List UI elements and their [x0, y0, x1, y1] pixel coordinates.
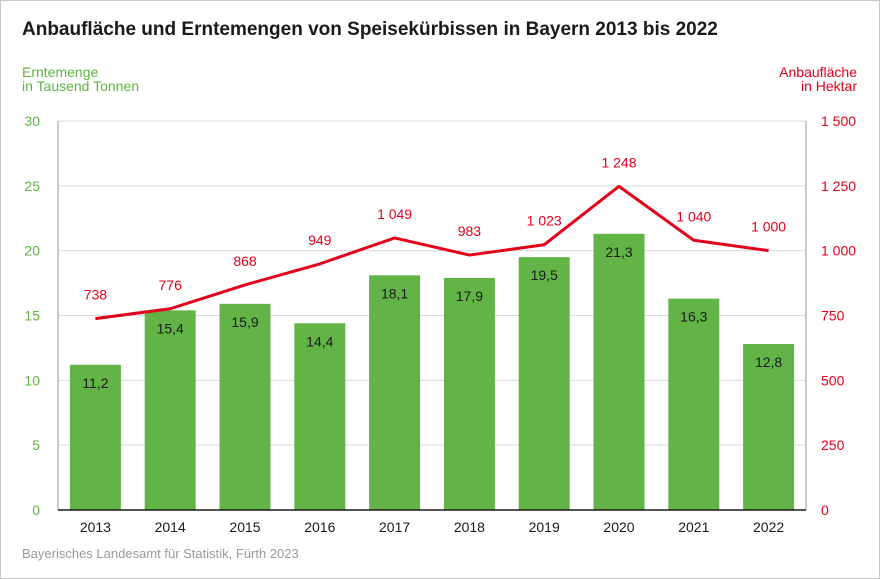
bar-value-label: 19,5	[531, 267, 558, 283]
x-tick-label: 2015	[229, 519, 260, 535]
x-tick-label: 2021	[678, 519, 709, 535]
left-axis-label: Erntemenge in Tausend Tonnen	[22, 65, 139, 93]
left-tick-label: 5	[32, 437, 40, 453]
left-tick-label: 20	[24, 243, 40, 259]
right-tick-label: 500	[821, 372, 845, 388]
source-note: Bayerisches Landesamt für Statistik, Für…	[22, 546, 299, 561]
left-tick-label: 15	[24, 308, 40, 324]
bar-value-label: 11,2	[82, 375, 108, 391]
area-series-line	[95, 184, 769, 321]
right-tick-label: 1 250	[821, 178, 856, 194]
x-tick-label: 2017	[379, 519, 410, 535]
bar	[294, 323, 346, 510]
bar-value-label: 15,4	[157, 320, 184, 336]
bar	[593, 233, 645, 510]
bar	[369, 275, 421, 510]
right-tick-label: 0	[821, 502, 829, 518]
bar-value-label: 17,9	[456, 288, 483, 304]
bar	[518, 257, 570, 510]
x-tick-label: 2018	[454, 519, 485, 535]
line-value-label: 1 049	[377, 206, 412, 222]
line-value-label: 1 040	[676, 208, 711, 224]
bar-value-label: 15,9	[231, 314, 258, 330]
left-tick-label: 10	[24, 372, 40, 388]
x-tick-label: 2014	[155, 519, 186, 535]
bar-value-label: 16,3	[680, 309, 707, 325]
bar	[743, 344, 795, 510]
bar-value-label: 18,1	[381, 285, 408, 301]
line-value-label: 983	[458, 223, 482, 239]
line-value-label: 738	[84, 287, 108, 303]
bar	[219, 303, 271, 510]
x-tick-label: 2020	[603, 519, 634, 535]
line-value-label: 868	[233, 253, 257, 269]
x-tick-label: 2019	[529, 519, 560, 535]
chart-title: Anbaufläche und Erntemengen von Speisekü…	[22, 19, 718, 40]
right-tick-label: 750	[821, 308, 845, 324]
line-value-label: 1 000	[751, 219, 786, 235]
bar-value-label: 14,4	[306, 333, 333, 349]
right-axis-label: Anbaufläche in Hektar	[779, 65, 857, 93]
line-value-label: 1 248	[601, 154, 636, 170]
bar	[69, 364, 121, 510]
bar-value-label: 12,8	[755, 354, 782, 370]
left-axis-label-line2: in Tausend Tonnen	[22, 78, 140, 94]
right-axis-label-line1: Anbaufläche	[779, 64, 857, 80]
bar	[443, 277, 495, 510]
right-tick-label: 250	[821, 437, 845, 453]
x-tick-label: 2022	[753, 519, 784, 535]
left-tick-label: 30	[24, 113, 40, 129]
right-axis-label-line2: in Hektar	[800, 78, 857, 94]
bar-value-label: 21,3	[605, 244, 632, 260]
x-tick-label: 2016	[304, 519, 335, 535]
right-tick-label: 1 000	[821, 243, 856, 259]
line-value-label: 1 023	[527, 213, 562, 229]
right-tick-label: 1 500	[821, 113, 856, 129]
line-value-label: 949	[308, 232, 332, 248]
bar	[144, 310, 196, 510]
left-tick-label: 0	[32, 502, 40, 518]
bar	[668, 298, 720, 510]
left-axis-label-line1: Erntemenge	[22, 64, 99, 80]
left-tick-label: 25	[24, 178, 40, 194]
x-tick-label: 2013	[80, 519, 111, 535]
line-value-label: 776	[159, 277, 183, 293]
